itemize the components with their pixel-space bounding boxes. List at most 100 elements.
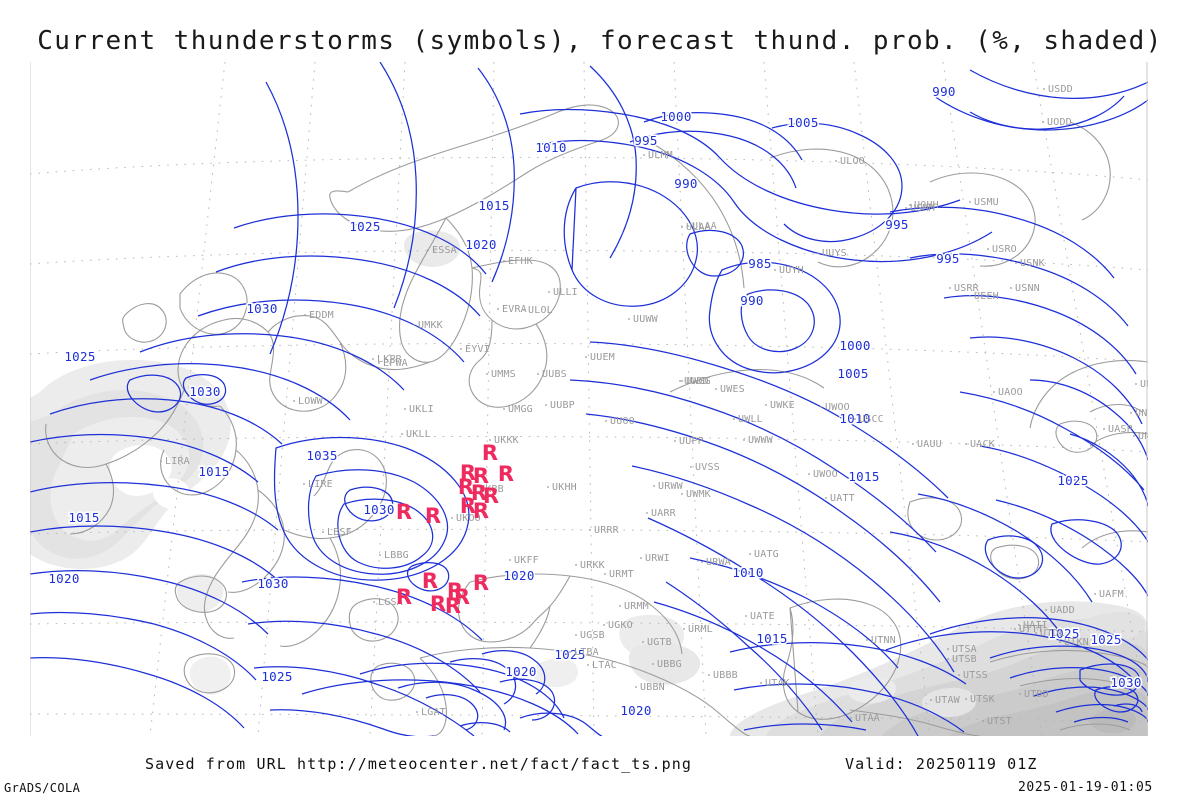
- thunderstorm-symbol[interactable]: R: [482, 441, 498, 465]
- isobar-label-halo: 990: [674, 176, 697, 191]
- station-label: UUYH: [779, 265, 804, 276]
- station-label: UKHH: [552, 482, 577, 493]
- weather-map-svg[interactable]: 9909901005100510001000995995101010101015…: [30, 62, 1148, 736]
- thunderstorm-symbol[interactable]: R: [460, 461, 476, 485]
- station-dot: [708, 674, 710, 676]
- station-label: USMU: [974, 197, 999, 208]
- isobar-label: 1035: [306, 448, 337, 463]
- timestamp-text: 2025-01-19-01:05: [1018, 780, 1153, 795]
- thunderstorm-symbol[interactable]: R: [422, 569, 438, 593]
- thunderstorm-symbol[interactable]: R: [430, 592, 446, 616]
- isobar-label-halo: 1000: [839, 338, 870, 353]
- station-dot: [687, 225, 689, 227]
- station-label: USCC: [859, 414, 884, 425]
- saved-from-url-text: Saved from URL http://meteocenter.net/fa…: [145, 755, 693, 773]
- station-label: UUEM: [590, 352, 615, 363]
- station-dot: [619, 605, 621, 607]
- station-label: UUWW: [633, 314, 659, 325]
- station-label: UOHH: [914, 200, 939, 211]
- station-label: UBBB: [713, 670, 738, 681]
- station-label: USRR: [954, 283, 980, 294]
- station-dot: [947, 648, 949, 650]
- station-label: LTAC: [592, 660, 617, 671]
- station-dot: [949, 287, 951, 289]
- station-label: EVRA: [502, 304, 527, 315]
- station-dot: [683, 628, 685, 630]
- station-label: UACK: [970, 439, 995, 450]
- station-dot: [743, 439, 745, 441]
- station-label: UADD: [1050, 605, 1075, 616]
- station-label: EFHK: [508, 256, 533, 267]
- thunderstorm-symbol[interactable]: R: [498, 462, 514, 486]
- isobar-label: 1015: [68, 510, 99, 525]
- station-dot: [304, 314, 306, 316]
- station-dot: [589, 529, 591, 531]
- isobar-label: 990: [932, 84, 955, 99]
- station-dot: [497, 308, 499, 310]
- isobar-label: 1005: [837, 366, 868, 381]
- thunderstorm-symbol[interactable]: R: [454, 585, 470, 609]
- thunderstorm-symbol[interactable]: R: [445, 594, 461, 618]
- thunderstorm-symbol[interactable]: R: [396, 585, 412, 609]
- station-dot: [486, 373, 488, 375]
- station-label: UODD: [1047, 117, 1072, 128]
- station-label: UKLI: [409, 404, 434, 415]
- thunderstorm-symbol[interactable]: R: [425, 504, 441, 528]
- station-label: UKKK: [494, 435, 519, 446]
- isobar-label: 1030: [363, 502, 394, 517]
- isobar-label-halo: 1025: [64, 349, 95, 364]
- station-dot: [1018, 624, 1020, 626]
- isobar-label: 1025: [349, 219, 380, 234]
- isobar-label-halo: 1025: [261, 669, 292, 684]
- thunderstorm-symbol[interactable]: R: [473, 571, 489, 595]
- station-dot: [460, 348, 462, 350]
- station-label: UUBP: [550, 400, 575, 411]
- station-label: URWA: [706, 557, 731, 568]
- isobar-label-halo: 1015: [198, 464, 229, 479]
- station-label: UTAK: [765, 678, 790, 689]
- station-label: UTDL: [1040, 628, 1065, 639]
- station-dot: [635, 686, 637, 688]
- isobar-label-halo: 1020: [620, 703, 651, 718]
- station-label: LGAT: [421, 707, 446, 718]
- station-dot: [854, 418, 856, 420]
- station-dot: [765, 404, 767, 406]
- isobar-label-halo: 1025: [349, 219, 380, 234]
- thunderstorm-symbol[interactable]: R: [447, 579, 463, 603]
- station-label: LBBG: [384, 550, 409, 561]
- isobar-label: 1020: [505, 664, 536, 679]
- station-dot: [416, 711, 418, 713]
- station-dot: [489, 439, 491, 441]
- thunderstorm-symbol[interactable]: R: [471, 481, 487, 505]
- thunderstorm-symbol[interactable]: R: [460, 494, 476, 518]
- isobar-label-halo: 995: [936, 251, 959, 266]
- thunderstorm-symbol[interactable]: R: [483, 484, 499, 508]
- isobar-label-halo: 1030: [363, 502, 394, 517]
- station-dot: [681, 380, 683, 382]
- map-panel[interactable]: 990 990 1005 1005 1000 1000 995 995 1010 1010 1015…: [30, 62, 1148, 736]
- isobar-label: 995: [885, 217, 908, 232]
- isobar-label-halo: 1025: [1048, 626, 1079, 641]
- isobar-label-halo: 1025: [554, 647, 585, 662]
- isobar-label-halo: 1010: [732, 565, 763, 580]
- isobar-label: 1000: [660, 109, 691, 124]
- station-label: UUBS: [542, 369, 567, 380]
- station-dot: [642, 641, 644, 643]
- thunderstorm-symbol[interactable]: R: [473, 499, 489, 523]
- station-dot: [745, 615, 747, 617]
- station-dot: [653, 485, 655, 487]
- thunderstorm-symbol[interactable]: R: [458, 475, 474, 499]
- station-dot: [965, 443, 967, 445]
- station-dot: [760, 682, 762, 684]
- station-label: UNBB: [1138, 431, 1148, 442]
- station-label: UBBN: [640, 682, 665, 693]
- thunderstorm-symbol[interactable]: R: [473, 464, 489, 488]
- thunderstorm-symbol[interactable]: R: [396, 500, 412, 524]
- station-dot: [715, 388, 717, 390]
- isobar-label: 1025: [261, 669, 292, 684]
- isobar-label-halo: 1015: [848, 469, 879, 484]
- station-dot: [825, 497, 827, 499]
- station-label: UNBB: [1140, 379, 1148, 390]
